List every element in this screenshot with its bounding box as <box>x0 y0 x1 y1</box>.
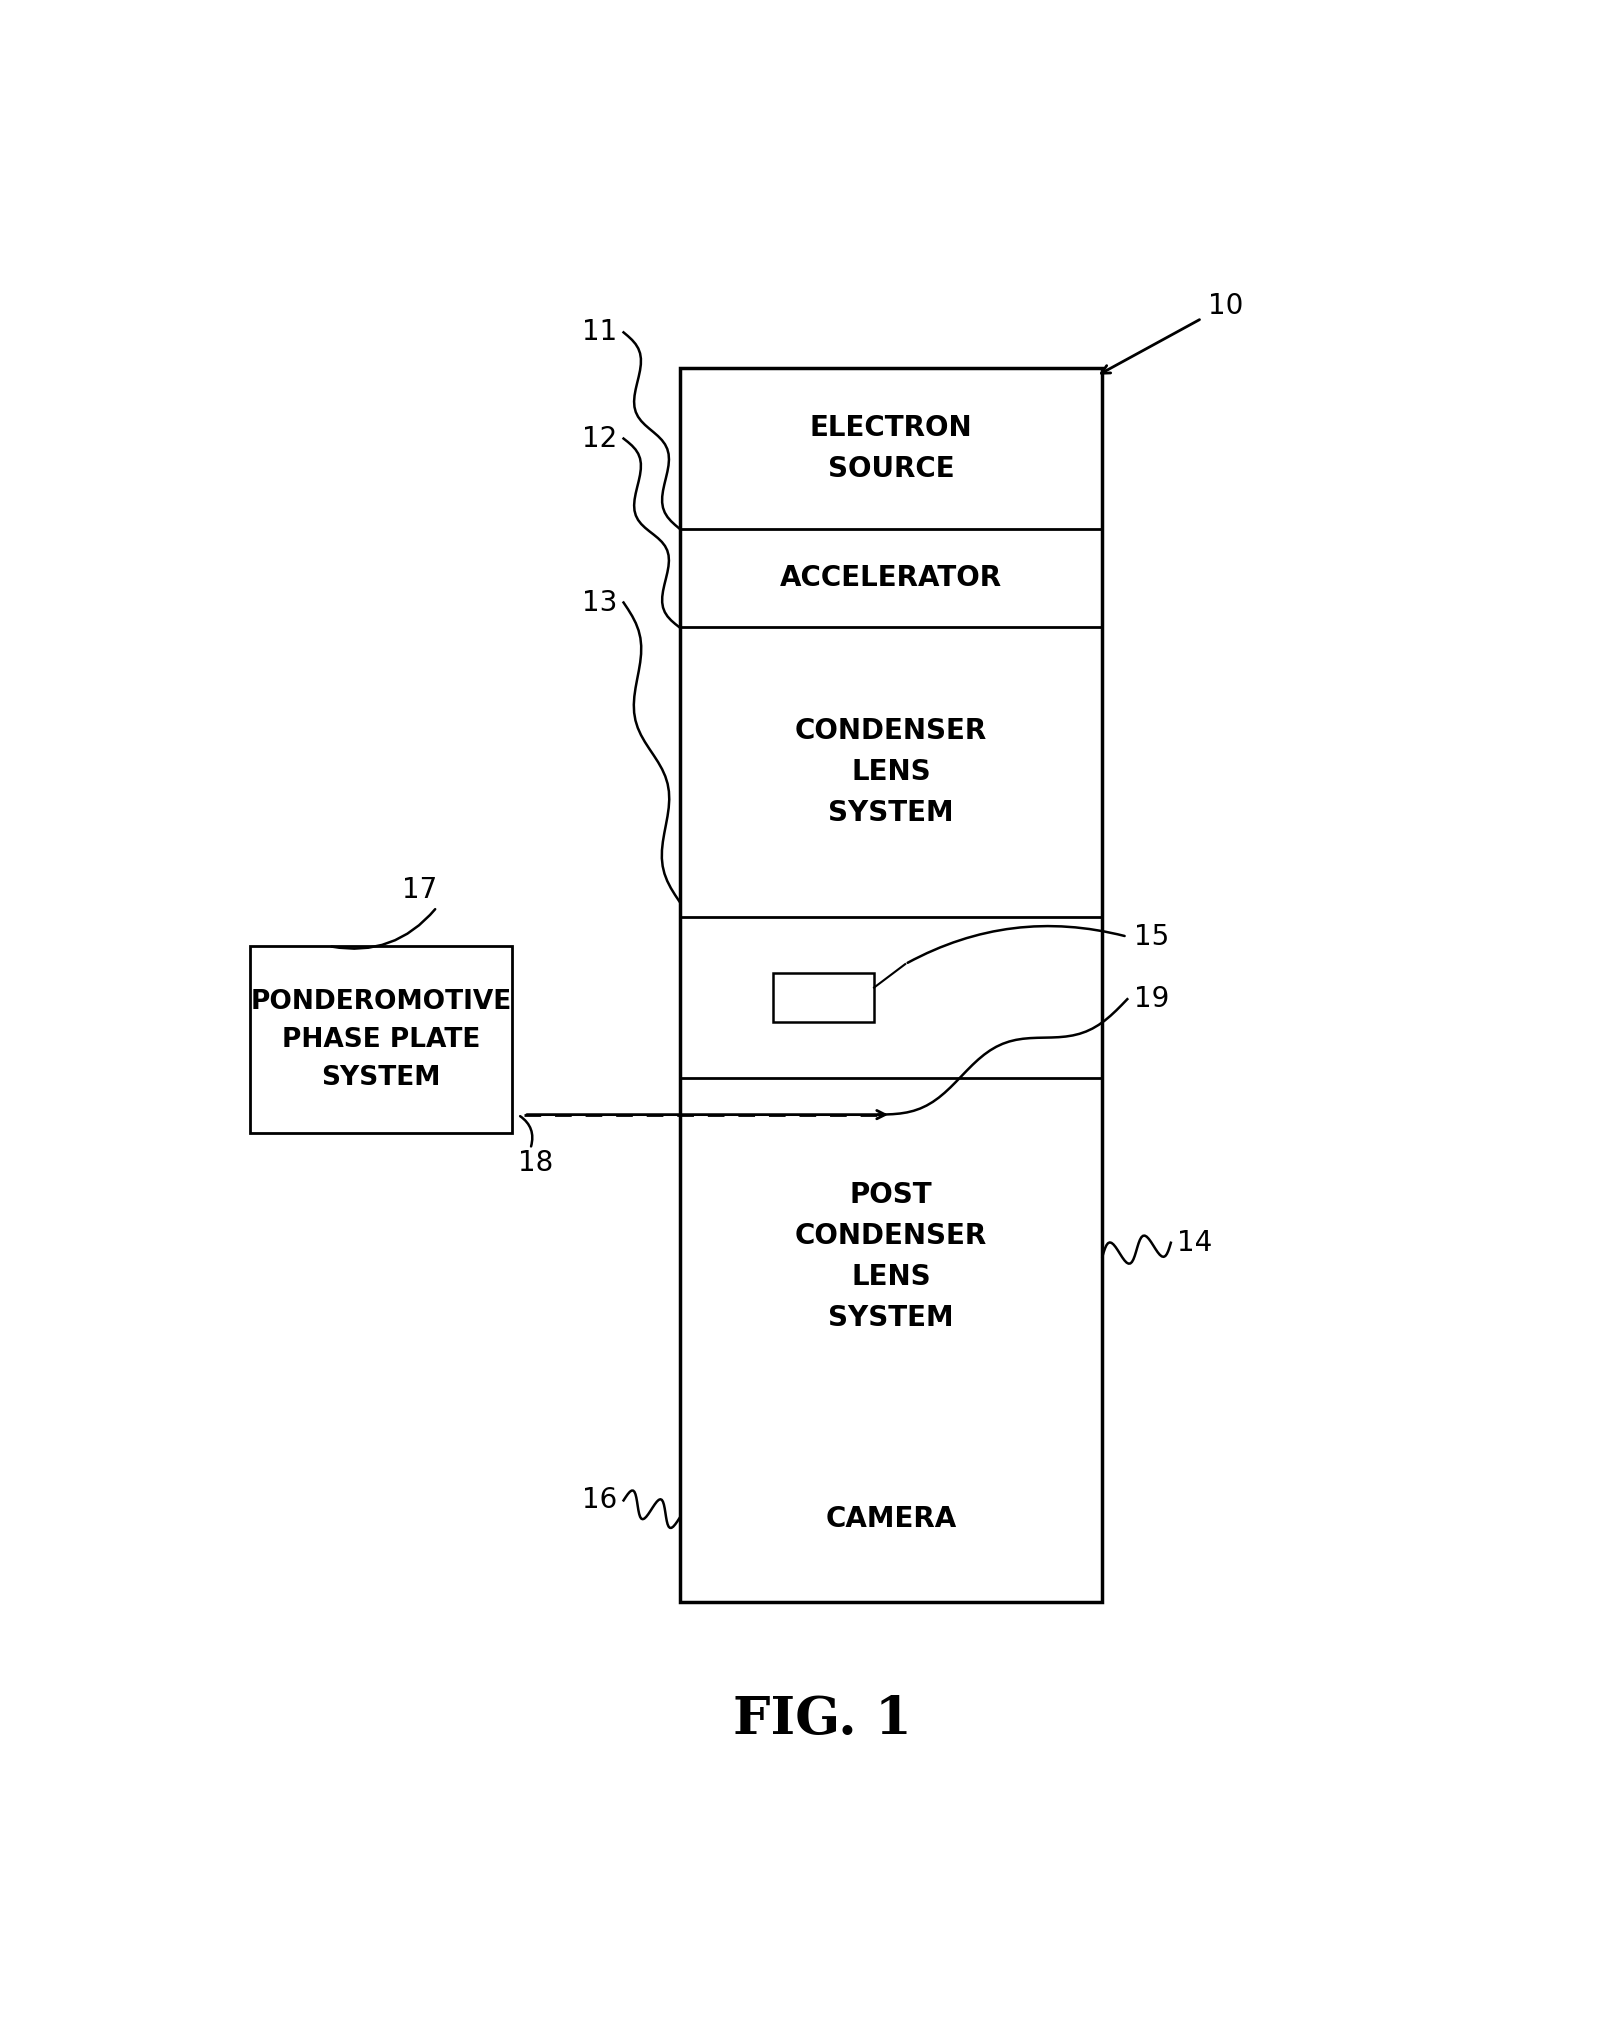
Text: 10: 10 <box>1209 292 1244 320</box>
Text: 17: 17 <box>401 876 437 904</box>
Text: ACCELERATOR: ACCELERATOR <box>780 564 1002 592</box>
Text: 19: 19 <box>1133 986 1168 1014</box>
Text: 15: 15 <box>1133 923 1168 951</box>
Bar <box>772 973 875 1022</box>
Text: CAMERA: CAMERA <box>825 1505 957 1533</box>
Text: 11: 11 <box>583 318 618 347</box>
Bar <box>679 369 1103 1602</box>
Text: FIG. 1: FIG. 1 <box>733 1693 912 1744</box>
Text: 14: 14 <box>1176 1229 1212 1257</box>
Text: 16: 16 <box>583 1487 618 1515</box>
Text: CONDENSER
LENS
SYSTEM: CONDENSER LENS SYSTEM <box>794 718 987 827</box>
Text: 12: 12 <box>583 424 618 452</box>
Text: PONDEROMOTIVE
PHASE PLATE
SYSTEM: PONDEROMOTIVE PHASE PLATE SYSTEM <box>250 990 512 1091</box>
Text: POST
CONDENSER
LENS
SYSTEM: POST CONDENSER LENS SYSTEM <box>794 1180 987 1332</box>
Bar <box>250 945 512 1134</box>
Text: 13: 13 <box>583 588 618 617</box>
Text: 18: 18 <box>518 1150 554 1176</box>
Text: ELECTRON
SOURCE: ELECTRON SOURCE <box>809 414 973 483</box>
